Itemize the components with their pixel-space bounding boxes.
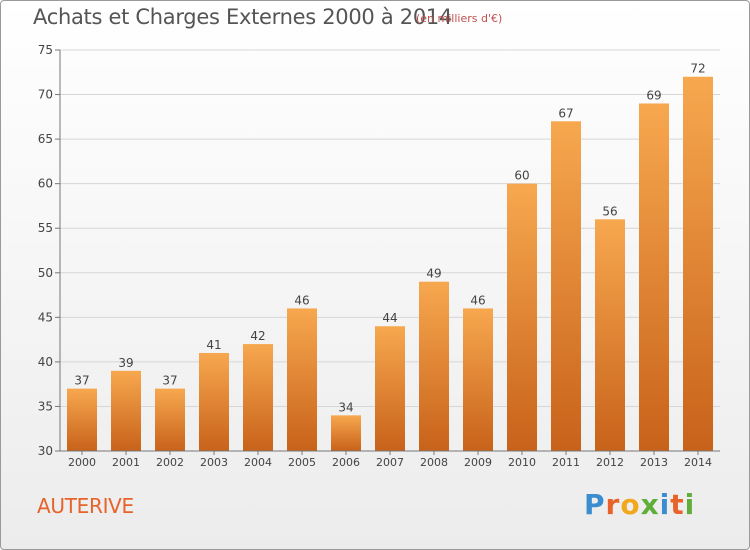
bar-2001 [111, 370, 141, 451]
value-label-2007: 44 [382, 311, 397, 325]
value-label-2014: 72 [690, 62, 705, 76]
y-tick-label: 35 [38, 399, 53, 413]
x-tick-label-2004: 2004 [244, 456, 272, 469]
x-tick-label-2009: 2009 [464, 456, 492, 469]
value-label-2004: 42 [250, 329, 265, 343]
x-tick-label-2011: 2011 [552, 456, 580, 469]
value-label-2008: 49 [426, 267, 441, 281]
x-tick-label-2002: 2002 [156, 456, 184, 469]
value-label-2000: 37 [74, 374, 89, 388]
bar-2008 [419, 281, 449, 451]
bar-2007 [375, 326, 405, 451]
x-tick-label-2001: 2001 [112, 456, 140, 469]
value-label-2010: 60 [514, 169, 529, 183]
x-tick-label-2012: 2012 [596, 456, 624, 469]
bar-2011 [551, 121, 581, 452]
y-tick-label: 45 [38, 310, 53, 324]
x-tick-label-2013: 2013 [640, 456, 668, 469]
bar-2014 [683, 76, 713, 451]
bar-2012 [595, 219, 625, 451]
bar-2006 [331, 415, 361, 451]
labels: 37 2000 39 2001 37 2002 41 2003 42 2004 46 2005 34 20… [68, 62, 712, 469]
bar-2003 [199, 352, 229, 451]
bar-2004 [243, 344, 273, 451]
bar-2005 [287, 308, 317, 451]
value-label-2013: 69 [646, 88, 661, 102]
bars [67, 76, 713, 452]
axes: 30 35 40 45 50 55 60 65 70 75 [38, 43, 720, 458]
x-tick-label-2006: 2006 [332, 456, 360, 469]
y-tick-label: 55 [38, 221, 53, 235]
x-tick-label-2008: 2008 [420, 456, 448, 469]
y-tick-label: 65 [38, 132, 53, 146]
proxiti-logo: Proxiti [584, 488, 696, 521]
x-tick-label-2005: 2005 [288, 456, 316, 469]
bar-2009 [463, 308, 493, 451]
x-tick-label-2003: 2003 [200, 456, 228, 469]
value-label-2002: 37 [162, 374, 177, 388]
x-tick-label-2014: 2014 [684, 456, 712, 469]
value-label-2012: 56 [602, 204, 617, 218]
value-label-2006: 34 [338, 400, 353, 414]
value-label-2009: 46 [470, 293, 485, 307]
x-tick-label-2000: 2000 [68, 456, 96, 469]
value-label-2001: 39 [118, 356, 133, 370]
x-tick-label-2007: 2007 [376, 456, 404, 469]
y-tick-label: 30 [38, 444, 53, 458]
value-label-2003: 41 [206, 338, 221, 352]
x-tick-label-2010: 2010 [508, 456, 536, 469]
value-label-2005: 46 [294, 293, 309, 307]
y-tick-label: 50 [38, 266, 53, 280]
chart-title: Achats et Charges Externes 2000 à 2014 [33, 5, 453, 29]
place-name: AUTERIVE [37, 494, 134, 518]
y-tick-label: 70 [38, 88, 53, 102]
bar-2013 [639, 103, 669, 451]
y-tick-label: 75 [38, 43, 53, 57]
value-label-2011: 67 [558, 106, 573, 120]
bar-2002 [155, 388, 185, 451]
bar-2010 [507, 183, 537, 451]
bar-2000 [67, 388, 97, 451]
chart-subtitle: (en milliers d'€) [416, 12, 503, 25]
y-tick-label: 40 [38, 355, 53, 369]
y-tick-label: 60 [38, 177, 53, 191]
